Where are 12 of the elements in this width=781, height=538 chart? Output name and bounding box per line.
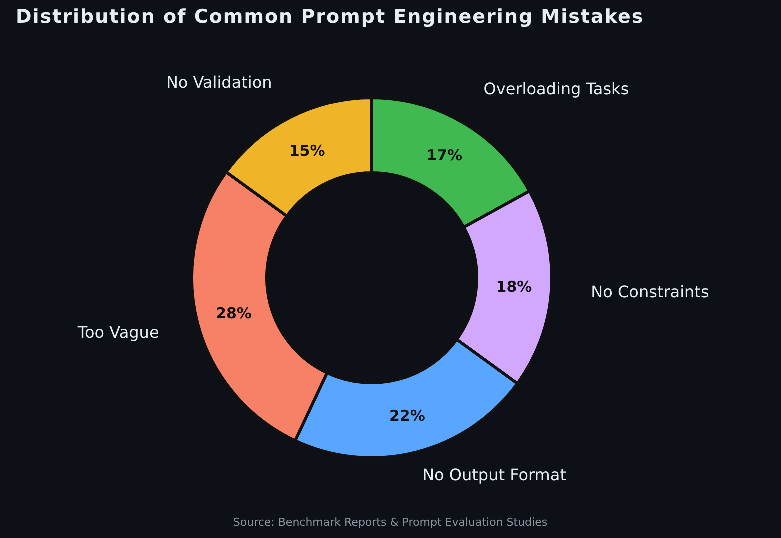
data-label: 28% — [216, 304, 252, 322]
source-note: Source: Benchmark Reports & Prompt Evaluation Studies — [232, 516, 549, 529]
chart-title: Distribution of Common Prompt Engineering Mistakes — [16, 6, 644, 28]
slice-label: No Output Format — [422, 466, 566, 485]
data-label: 17% — [426, 146, 462, 164]
slice-label: Overloading Tasks — [484, 79, 630, 98]
slice-label: No Validation — [166, 72, 272, 92]
slice-label: No Constraints — [591, 282, 710, 302]
data-label: 18% — [496, 278, 532, 296]
data-label: 15% — [289, 142, 326, 160]
slice-label: Too Vague — [76, 323, 160, 342]
data-label: 22% — [389, 407, 426, 426]
